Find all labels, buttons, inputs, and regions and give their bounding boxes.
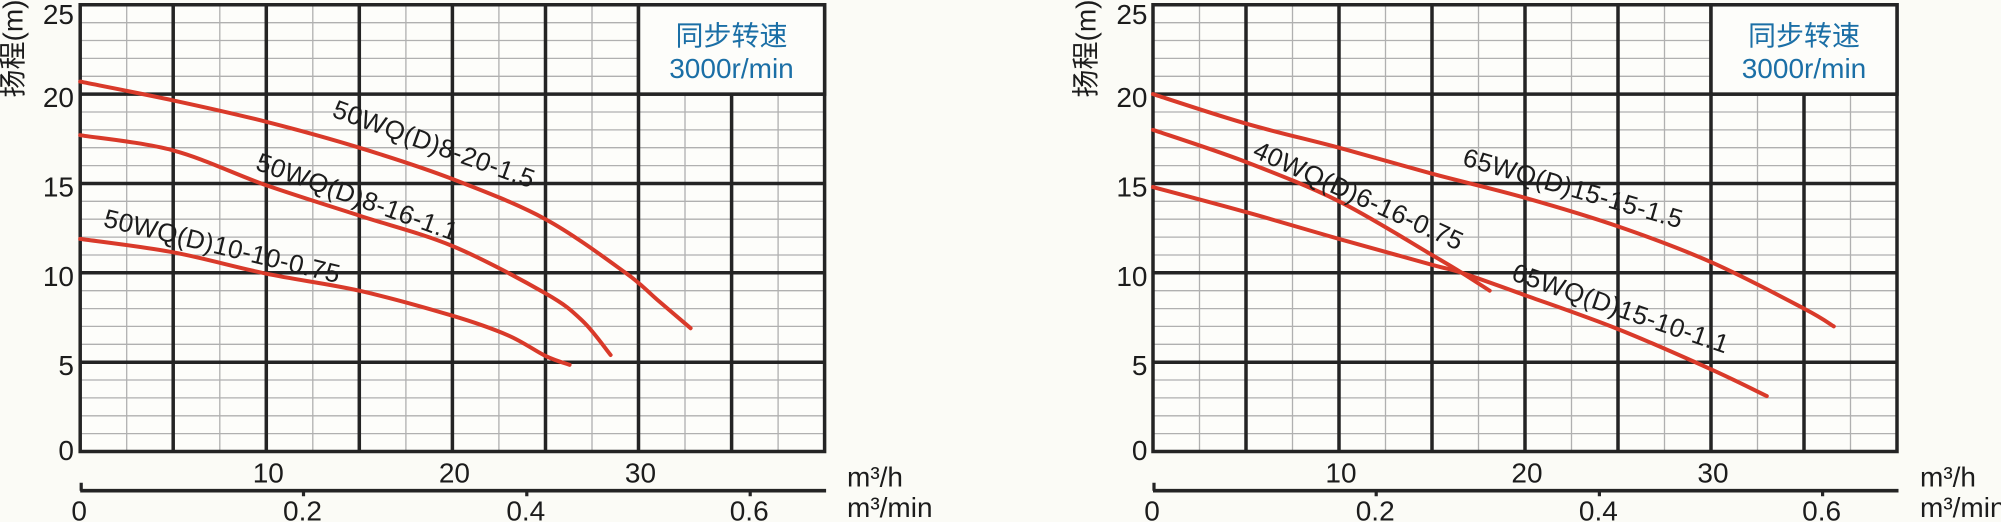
- svg-text:0.6: 0.6: [1802, 496, 1841, 522]
- svg-text:20: 20: [1116, 82, 1147, 113]
- svg-text:0: 0: [58, 435, 74, 466]
- svg-text:30: 30: [1697, 458, 1728, 489]
- svg-text:15: 15: [1116, 172, 1147, 203]
- svg-text:0: 0: [71, 496, 87, 522]
- svg-text:20: 20: [1511, 458, 1542, 489]
- svg-text:25: 25: [1116, 0, 1147, 30]
- svg-text:15: 15: [43, 172, 74, 203]
- svg-text:m³/min: m³/min: [1920, 492, 2001, 522]
- svg-text:0.6: 0.6: [730, 496, 769, 522]
- svg-text:(m): (m): [1071, 0, 1102, 42]
- svg-text:0.4: 0.4: [1579, 496, 1618, 522]
- svg-text:m³/h: m³/h: [847, 462, 903, 493]
- svg-text:m³/min: m³/min: [847, 492, 933, 522]
- svg-text:25: 25: [43, 0, 74, 30]
- svg-text:20: 20: [43, 82, 74, 113]
- svg-text:0.2: 0.2: [283, 496, 322, 522]
- svg-text:(m): (m): [0, 0, 29, 42]
- svg-text:3000r/min: 3000r/min: [1742, 53, 1867, 84]
- svg-text:0.2: 0.2: [1356, 496, 1395, 522]
- svg-text:10: 10: [1116, 261, 1147, 292]
- svg-text:10: 10: [253, 458, 284, 489]
- svg-text:0.4: 0.4: [506, 496, 545, 522]
- svg-text:0: 0: [1132, 435, 1148, 466]
- svg-text:m³/h: m³/h: [1920, 462, 1976, 493]
- svg-text:30: 30: [625, 458, 656, 489]
- svg-text:5: 5: [58, 350, 74, 381]
- svg-text:0: 0: [1144, 496, 1160, 522]
- svg-text:3000r/min: 3000r/min: [669, 53, 794, 84]
- svg-text:10: 10: [1325, 458, 1356, 489]
- svg-text:5: 5: [1132, 350, 1148, 381]
- svg-text:20: 20: [439, 458, 470, 489]
- svg-text:10: 10: [43, 261, 74, 292]
